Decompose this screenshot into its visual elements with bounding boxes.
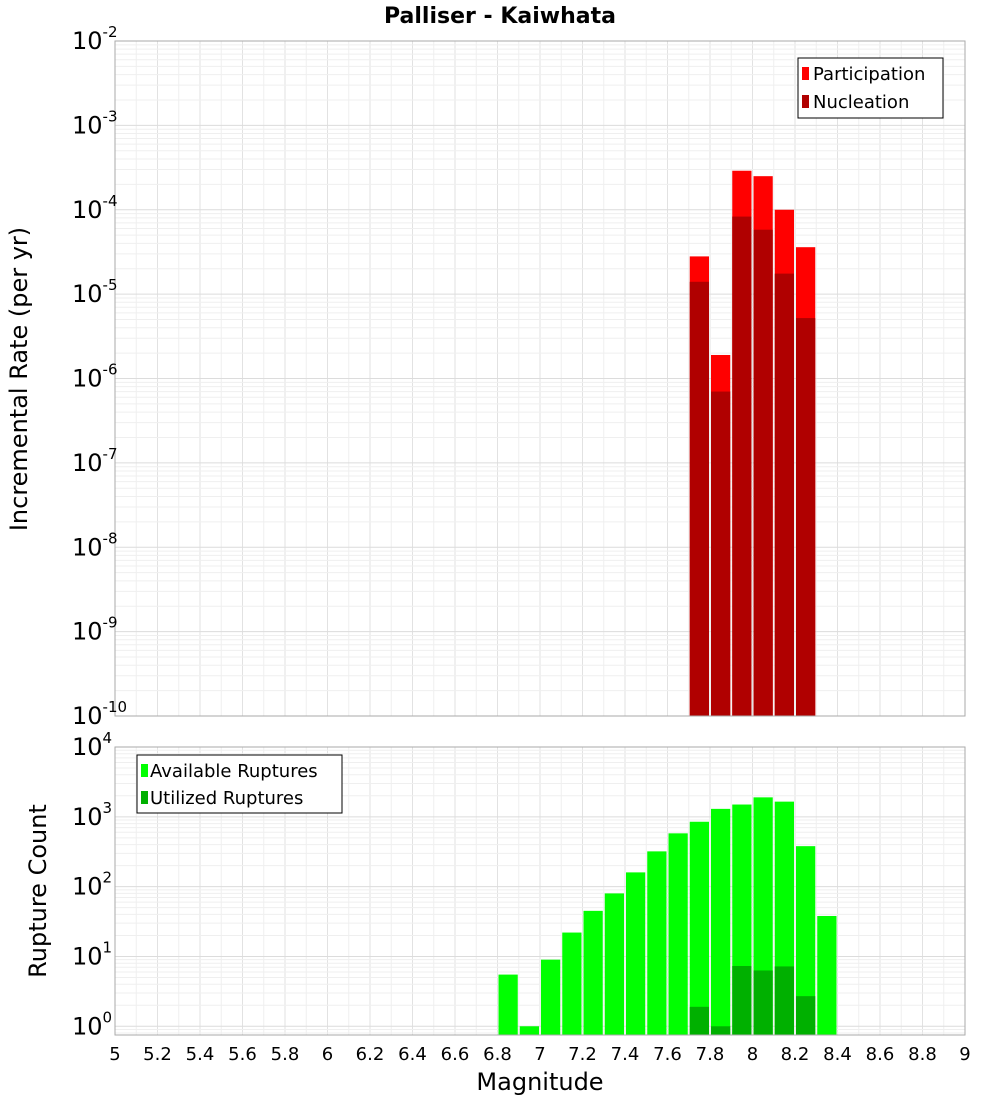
top-legend: Participation Nucleation — [797, 57, 944, 119]
bar-available-ruptures — [689, 821, 709, 1035]
y-tick-label: 101 — [72, 938, 112, 970]
bar-utilized-ruptures — [774, 966, 794, 1035]
bottom-legend-box — [136, 754, 343, 814]
legend-label-utilized-ruptures: Utilized Ruptures — [150, 788, 303, 809]
bar-available-ruptures — [583, 910, 603, 1035]
x-tick-label: 7.4 — [611, 1044, 640, 1065]
bar-available-ruptures — [498, 974, 518, 1035]
bottom-legend: Available Ruptures Utilized Ruptures — [136, 754, 343, 814]
bar-utilized-ruptures — [753, 970, 773, 1035]
bottom-y-tick-labels: 100 101 102 103 104 — [72, 729, 112, 1040]
x-tick-label: 9 — [959, 1044, 970, 1065]
top-bars — [689, 170, 816, 717]
bar-available-ruptures — [796, 846, 816, 1035]
x-tick-label: 5.8 — [271, 1044, 300, 1065]
legend-label-participation: Participation — [813, 64, 925, 85]
x-tick-label: 6 — [322, 1044, 333, 1065]
y-tick-label: 10-6 — [72, 361, 118, 393]
bar-nucleation — [689, 281, 709, 716]
x-tick-label: 8.6 — [866, 1044, 895, 1065]
bottom-bars — [498, 797, 837, 1035]
bar-utilized-ruptures — [796, 996, 816, 1035]
bar-available-ruptures — [519, 1026, 539, 1035]
y-tick-label: 10-2 — [72, 23, 118, 55]
bottom-y-axis-label: Rupture Count — [24, 804, 52, 978]
y-tick-label: 10-3 — [72, 107, 118, 139]
y-tick-label: 103 — [72, 799, 112, 831]
x-tick-label: 7.2 — [568, 1044, 597, 1065]
x-tick-label: 8.4 — [823, 1044, 852, 1065]
bar-available-ruptures — [817, 915, 837, 1035]
bar-nucleation — [753, 229, 773, 717]
bottom-gridlines — [114, 746, 966, 1035]
bar-nucleation — [732, 216, 752, 716]
legend-swatch-participation — [802, 67, 809, 80]
legend-label-nucleation: Nucleation — [813, 92, 909, 113]
legend-swatch-nucleation — [802, 95, 809, 108]
x-tick-label: 6.4 — [398, 1044, 427, 1065]
top-legend-box — [797, 57, 944, 119]
bar-utilized-ruptures — [732, 966, 752, 1035]
y-tick-label: 104 — [72, 729, 112, 761]
y-tick-label: 10-8 — [72, 529, 118, 561]
bar-nucleation — [774, 273, 794, 716]
bar-available-ruptures — [647, 851, 667, 1035]
x-tick-labels: 5 5.2 5.4 5.6 5.8 6 6.2 6.4 6.6 6.8 7 7.2 7.4 7.6 7.8 8… — [109, 1044, 970, 1065]
x-tick-label: 5.4 — [186, 1044, 215, 1065]
x-tick-label: 7.8 — [696, 1044, 725, 1065]
y-tick-label: 10-9 — [72, 614, 118, 646]
x-tick-label: 5.6 — [228, 1044, 257, 1065]
x-tick-label: 8.8 — [908, 1044, 937, 1065]
y-tick-label: 10-4 — [72, 192, 118, 224]
bar-available-ruptures — [604, 893, 624, 1035]
top-plot-border — [114, 40, 966, 717]
x-tick-label: 8 — [747, 1044, 758, 1065]
x-tick-label: 7.6 — [653, 1044, 682, 1065]
bar-available-ruptures — [711, 808, 731, 1035]
x-tick-label: 5.2 — [143, 1044, 172, 1065]
legend-label-available-ruptures: Available Ruptures — [150, 761, 318, 782]
x-tick-label: 8.2 — [781, 1044, 810, 1065]
x-tick-label: 5 — [109, 1044, 120, 1065]
y-tick-label: 102 — [72, 869, 112, 901]
bar-utilized-ruptures — [711, 1026, 731, 1035]
legend-swatch-available-ruptures — [141, 764, 148, 777]
bar-nucleation — [796, 318, 816, 716]
bar-available-ruptures — [562, 932, 582, 1035]
y-tick-label: 10-10 — [72, 698, 127, 730]
bar-nucleation — [711, 391, 731, 716]
x-tick-label: 6.6 — [441, 1044, 470, 1065]
bottom-plot-border — [114, 746, 966, 1036]
x-tick-label: 7 — [534, 1044, 545, 1065]
y-tick-label: 10-5 — [72, 276, 118, 308]
top-y-tick-labels: 10-10 10-9 10-8 10-7 10-6 10-5 10-4 10-3 10-2 — [72, 23, 127, 730]
y-tick-label: 100 — [72, 1008, 112, 1040]
chart-title: Palliser - Kaiwhata — [384, 4, 616, 29]
bar-utilized-ruptures — [689, 1006, 709, 1035]
bar-available-ruptures — [668, 833, 688, 1035]
x-tick-label: 6.2 — [356, 1044, 385, 1065]
y-tick-label: 10-7 — [72, 445, 118, 477]
bar-available-ruptures — [541, 959, 561, 1035]
x-axis-label: Magnitude — [476, 1068, 603, 1096]
top-gridlines — [114, 40, 966, 717]
top-y-axis-label: Incremental Rate (per yr) — [5, 227, 33, 531]
x-tick-label: 6.8 — [483, 1044, 512, 1065]
bar-available-ruptures — [626, 872, 646, 1035]
legend-swatch-utilized-ruptures — [141, 791, 148, 804]
